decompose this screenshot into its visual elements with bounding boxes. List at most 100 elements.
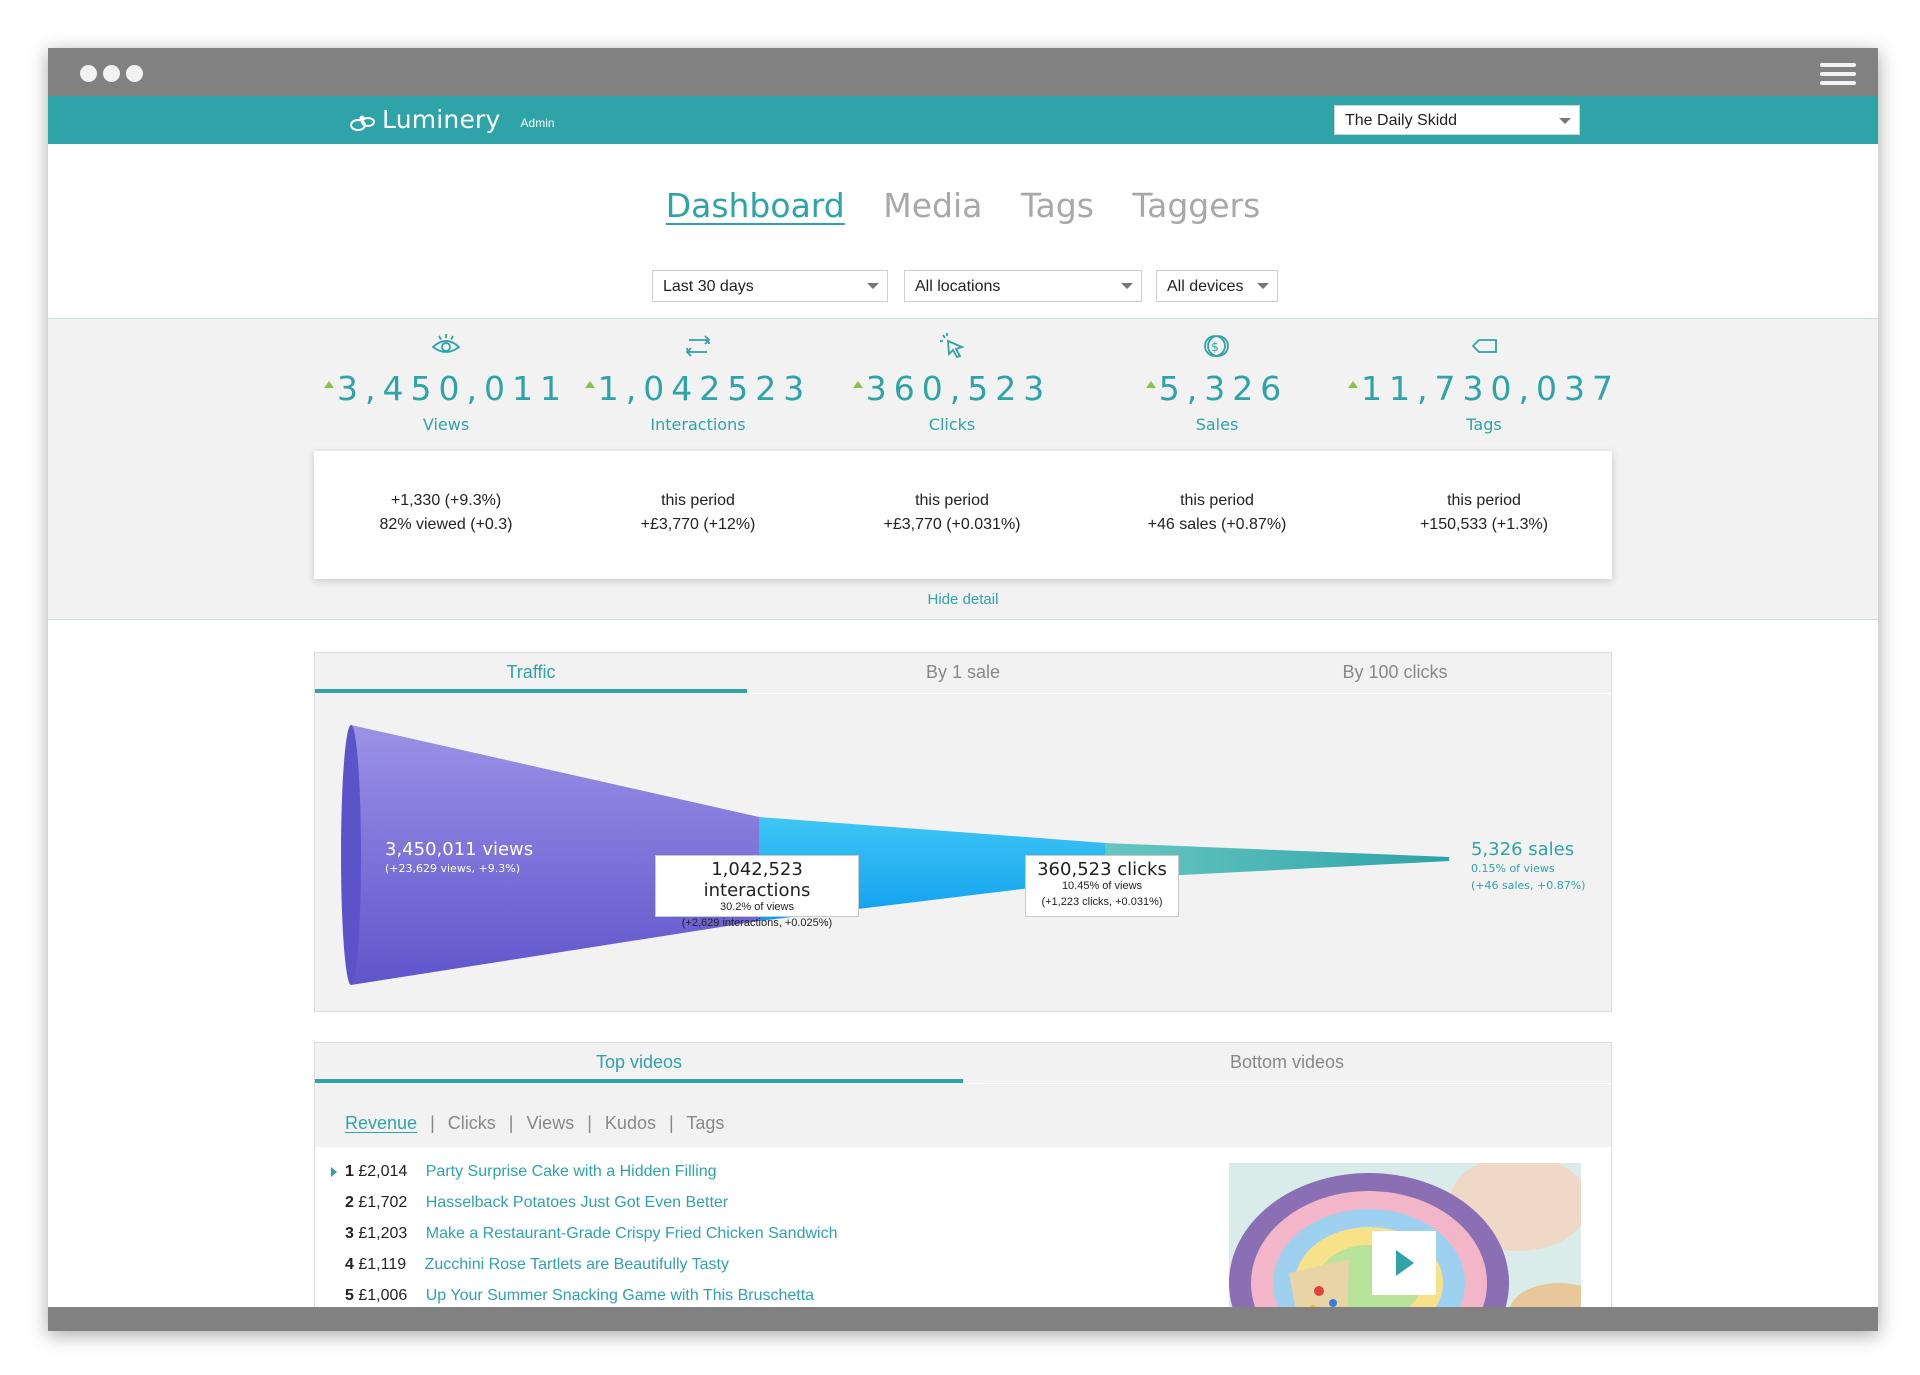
funnel-interactions-pct: 30.2% of views (720, 901, 794, 913)
list-item[interactable]: 1 £2,014 Party Surprise Cake with a Hidd… (331, 1163, 717, 1181)
funnel-sales-pct: 0.15% of views (1471, 862, 1555, 875)
selected-marker-icon (331, 1167, 337, 1177)
kpi-detail-interactions: this period +£3,770 (+12%) (548, 489, 848, 537)
locations-select[interactable]: All locations (904, 270, 1142, 302)
kpi-value: 3,450,011 (337, 369, 568, 408)
funnel-tabs: Traffic By 1 sale By 100 clicks (315, 653, 1611, 693)
tab-by-1-sale[interactable]: By 1 sale (925, 662, 1001, 682)
kpi-value: 11,730,037 (1361, 369, 1620, 408)
tab-tags[interactable]: Tags (1020, 186, 1094, 225)
funnel-stage-clicks[interactable] (1105, 843, 1449, 879)
kpi-detail-views: +1,330 (+9.3%) 82% viewed (+0.3) (296, 489, 596, 537)
play-button[interactable] (1372, 1231, 1436, 1295)
kpi-detail-sales: this period +46 sales (+0.87%) (1067, 489, 1367, 537)
video-title-link[interactable]: Party Surprise Cake with a Hidden Fillin… (425, 1163, 717, 1180)
kpi-views[interactable]: 3,450,011 Views (296, 331, 596, 434)
list-item[interactable]: 5 £1,006 Up Your Summer Snacking Game wi… (345, 1287, 814, 1305)
firefly-logo-icon (350, 115, 375, 131)
tab-taggers[interactable]: Taggers (1132, 186, 1261, 225)
divider (315, 1083, 1611, 1084)
funnel-views-sub: (+23,629 views, +9.3%) (385, 862, 521, 875)
detail-line: +£3,770 (+0.031%) (883, 516, 1021, 533)
video-title-link[interactable]: Make a Restaurant-Grade Crispy Fried Chi… (425, 1225, 838, 1242)
video-revenue: £1,006 (358, 1287, 408, 1304)
tab-top-videos[interactable]: Top videos (315, 1043, 963, 1083)
video-revenue: £1,702 (358, 1194, 408, 1211)
tab-by-100-clicks[interactable]: By 100 clicks (1342, 662, 1448, 682)
trend-up-icon (852, 381, 863, 388)
funnel-views-main: 3,450,011 views (385, 839, 534, 860)
chevron-down-icon (1257, 283, 1269, 289)
funnel-stage-views[interactable] (351, 725, 759, 985)
video-thumbnail[interactable] (1229, 1163, 1581, 1327)
window-bottom-bar (48, 1307, 1878, 1331)
hamburger-menu-icon[interactable] (1820, 63, 1856, 85)
brand-name: Luminery (382, 105, 501, 134)
tab-traffic[interactable]: Traffic (315, 653, 747, 693)
funnel-sales-label: 5,326 sales 0.15% of views (+46 sales, +… (1471, 839, 1585, 892)
videos-tabs: Top videos Bottom videos (315, 1043, 1611, 1083)
site-select[interactable]: The Daily Skidd (1334, 105, 1580, 135)
kpi-value: 360,523 (865, 369, 1052, 408)
trend-up-icon (1145, 381, 1156, 388)
tab-dashboard[interactable]: Dashboard (665, 186, 845, 225)
video-rank: 4 (345, 1256, 354, 1273)
kpi-section: 3,450,011 Views 1,042523 Interactions 36… (48, 318, 1878, 620)
metric-revenue[interactable]: Revenue (345, 1113, 418, 1133)
window-dot-icon[interactable] (103, 65, 120, 82)
list-item[interactable]: 3 £1,203 Make a Restaurant-Grade Crispy … (345, 1225, 837, 1243)
funnel-clicks-label: 360,523 clicks 10.45% of views (+1,223 c… (1025, 855, 1179, 917)
metric-kudos[interactable]: Kudos (604, 1113, 656, 1133)
funnel-clicks-sub: (+1,223 clicks, +0.031%) (1041, 896, 1163, 908)
video-title-link[interactable]: Zucchini Rose Tartlets are Beautifully T… (424, 1256, 729, 1273)
kpi-sales[interactable]: $ 5,326 Sales (1067, 331, 1367, 434)
detail-line: +46 sales (+0.87%) (1147, 516, 1287, 533)
trend-up-icon (584, 381, 595, 388)
kpi-clicks[interactable]: 360,523 Clicks (802, 331, 1102, 434)
video-rank: 1 (345, 1163, 354, 1180)
detail-line: +£3,770 (+12%) (640, 516, 756, 533)
locations-select-value: All locations (915, 278, 1001, 295)
detail-line: this period (1180, 492, 1254, 509)
period-select-value: Last 30 days (663, 278, 754, 295)
period-select[interactable]: Last 30 days (652, 270, 888, 302)
chevron-down-icon (1559, 118, 1571, 124)
kpi-value: 1,042523 (597, 369, 812, 408)
kpi-label: Views (422, 415, 470, 434)
role-label: Admin (520, 116, 555, 130)
metric-clicks[interactable]: Clicks (447, 1113, 496, 1133)
video-revenue: £2,014 (358, 1163, 408, 1180)
detail-line: +150,533 (+1.3%) (1419, 516, 1549, 533)
list-item[interactable]: 4 £1,119 Zucchini Rose Tartlets are Beau… (345, 1256, 729, 1274)
video-list: 1 £2,014 Party Surprise Cake with a Hidd… (315, 1147, 1611, 1327)
kpi-label: Interactions (650, 415, 746, 434)
list-item[interactable]: 2 £1,702 Hasselback Potatoes Just Got Ev… (345, 1194, 728, 1212)
video-rank: 3 (345, 1225, 354, 1242)
cursor-click-icon (940, 333, 965, 359)
chevron-down-icon (867, 283, 879, 289)
videos-panel: Top videos Bottom videos Revenue | Click… (314, 1042, 1612, 1331)
video-revenue: £1,119 (358, 1256, 407, 1273)
kpi-interactions[interactable]: 1,042523 Interactions (548, 331, 848, 434)
devices-select[interactable]: All devices (1156, 270, 1278, 302)
metric-views[interactable]: Views (526, 1113, 575, 1133)
funnel-clicks-pct: 10.45% of views (1061, 880, 1143, 892)
detail-line: this period (661, 492, 735, 509)
kpi-tags[interactable]: 11,730,037 Tags (1334, 331, 1634, 434)
video-title-link[interactable]: Up Your Summer Snacking Game with This B… (425, 1287, 815, 1304)
tab-bottom-videos[interactable]: Bottom videos (1229, 1052, 1345, 1072)
divider (315, 693, 1611, 694)
logo[interactable]: Luminery Admin (348, 105, 555, 134)
window-dot-icon[interactable] (126, 65, 143, 82)
funnel-sales-sub: (+46 sales, +0.87%) (1471, 879, 1586, 892)
main-nav: Dashboard Media Tags Taggers (48, 186, 1878, 225)
tab-media[interactable]: Media (883, 186, 983, 225)
funnel-interactions-sub: (+2,629 interactions, +0.025%) (681, 917, 833, 929)
hide-detail-link[interactable]: Hide detail (927, 591, 999, 608)
trend-up-icon (1348, 381, 1359, 388)
funnel-panel: Traffic By 1 sale By 100 clicks (314, 652, 1612, 1012)
window-dot-icon[interactable] (80, 65, 97, 82)
metric-tags[interactable]: Tags (686, 1113, 725, 1133)
video-revenue: £1,203 (358, 1225, 408, 1242)
video-title-link[interactable]: Hasselback Potatoes Just Got Even Better (425, 1194, 729, 1211)
